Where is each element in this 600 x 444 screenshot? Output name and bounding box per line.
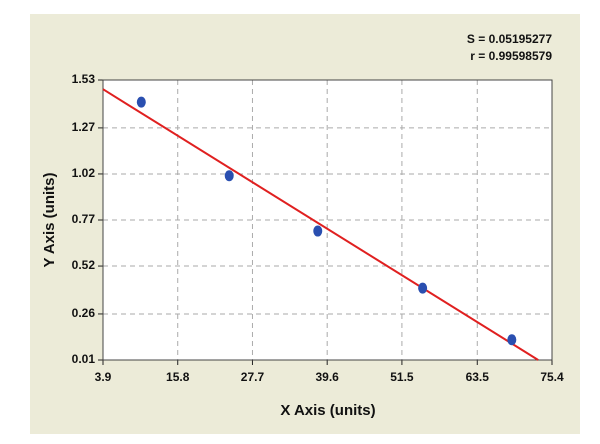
x-tick-label: 63.5: [466, 370, 490, 384]
x-tick-label: 27.7: [241, 370, 265, 384]
x-tick-label: 39.6: [316, 370, 340, 384]
y-axis-label: Y Axis (units): [41, 172, 58, 267]
point: [418, 282, 428, 294]
point: [136, 96, 146, 108]
x-axis-label: X Axis (units): [280, 402, 375, 419]
y-tick-label: 0.77: [72, 212, 96, 226]
point: [224, 170, 234, 182]
x-tick-label: 75.4: [540, 370, 564, 384]
y-tick-label: 0.26: [72, 306, 96, 320]
point: [507, 334, 517, 346]
y-tick-label: 1.02: [72, 166, 96, 180]
y-tick-label: 0.01: [72, 352, 96, 366]
annotation: r = 0.99598579: [470, 49, 552, 63]
y-tick-label: 0.52: [72, 258, 96, 272]
x-tick-label: 3.9: [95, 370, 112, 384]
annotation: S = 0.05195277: [467, 32, 552, 46]
fit-line: [102, 88, 539, 361]
point: [313, 225, 323, 237]
x-tick-label: 15.8: [166, 370, 190, 384]
x-tick-label: 51.5: [390, 370, 414, 384]
y-tick-label: 1.27: [72, 120, 96, 134]
plot-border: [102, 79, 553, 361]
y-tick-label: 1.53: [72, 72, 96, 86]
